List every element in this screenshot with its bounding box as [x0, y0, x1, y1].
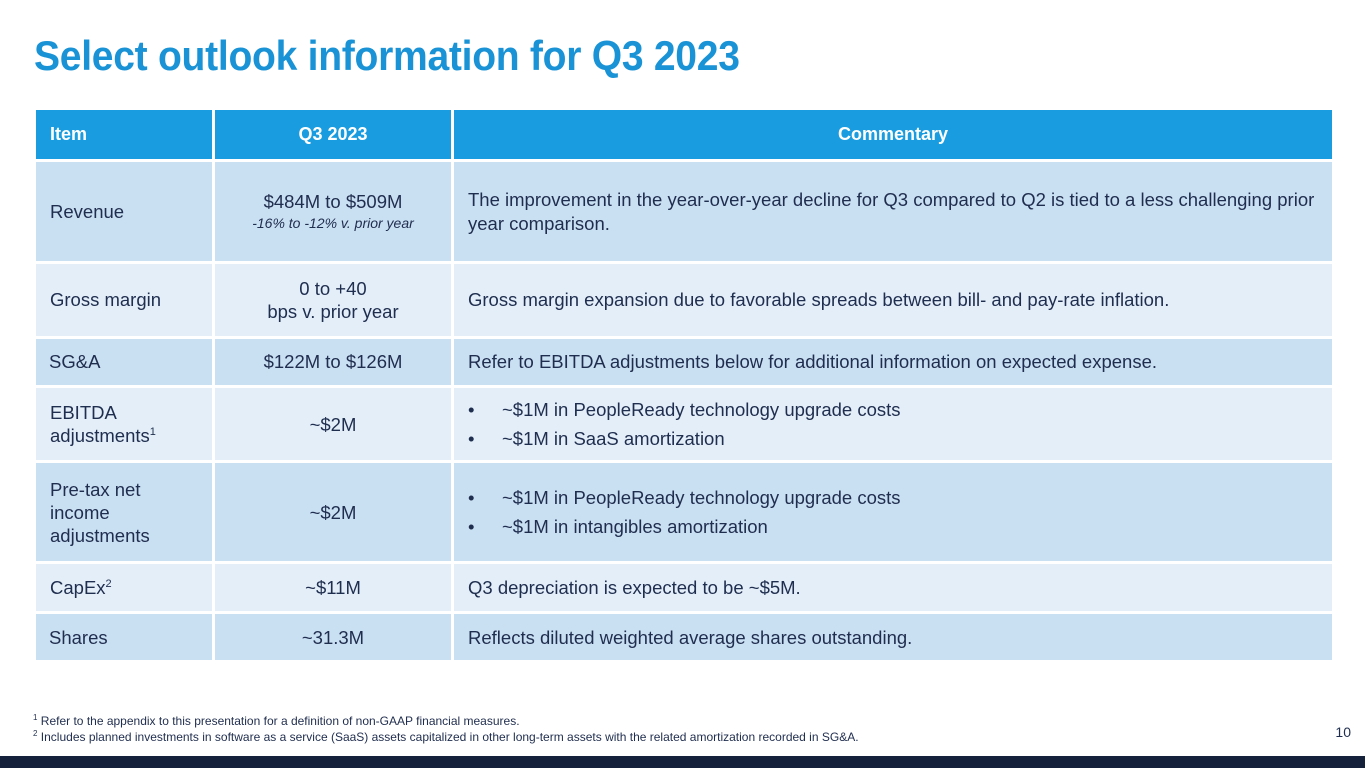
footnote-1: 1 Refer to the appendix to this presenta…	[33, 714, 859, 730]
table-row-shares: Shares ~31.3M Reflects diluted weighted …	[33, 611, 1335, 664]
item-cell: EBITDA adjustments1	[33, 384, 215, 464]
item-cell: Revenue	[33, 159, 215, 264]
bullet-list: ~$1M in PeopleReady technology upgrade c…	[468, 398, 1318, 450]
table-row-gross-margin: Gross margin 0 to +40 bps v. prior year …	[33, 261, 1335, 339]
footnote-marker: 1	[149, 425, 156, 438]
commentary-cell: The improvement in the year-over-year de…	[451, 159, 1335, 264]
item-line-2: adjustments	[50, 425, 150, 447]
commentary-cell: ~$1M in PeopleReady technology upgrade c…	[451, 384, 1335, 464]
value-cell: ~$11M	[212, 561, 454, 615]
item-cell: CapEx2	[33, 561, 215, 615]
bullet-list: ~$1M in PeopleReady technology upgrade c…	[468, 486, 1318, 538]
footnote-text: Includes planned investments in software…	[40, 729, 859, 744]
bullet-item: ~$1M in PeopleReady technology upgrade c…	[468, 398, 1318, 421]
table-header-row: Item Q3 2023 Commentary	[33, 107, 1335, 162]
value-line-1: 0 to +40	[299, 277, 367, 299]
value-sub: -16% to -12% v. prior year	[252, 215, 414, 232]
bullet-item: ~$1M in PeopleReady technology upgrade c…	[468, 486, 1318, 509]
commentary-cell: ~$1M in PeopleReady technology upgrade c…	[451, 460, 1335, 565]
value-main: $484M to $509M	[263, 191, 403, 213]
footnote-marker: 2	[105, 578, 112, 591]
footnotes: 1 Refer to the appendix to this presenta…	[33, 714, 859, 745]
footnote-2: 2 Includes planned investments in softwa…	[33, 728, 859, 746]
column-header-commentary: Commentary	[451, 107, 1335, 162]
value-cell: ~$2M	[212, 460, 454, 565]
footnote-mark: 2	[33, 728, 38, 738]
value-cell: ~31.3M	[212, 611, 454, 664]
table-row-ebitda-adjustments: EBITDA adjustments1 ~$2M ~$1M in PeopleR…	[33, 384, 1335, 464]
column-header-item: Item	[33, 107, 215, 162]
page-number: 10	[1335, 724, 1351, 740]
item-cell: Shares	[33, 611, 215, 664]
bullet-item: ~$1M in SaaS amortization	[468, 427, 1318, 450]
item-label: CapEx	[50, 577, 106, 599]
commentary-cell: Refer to EBITDA adjustments below for ad…	[451, 336, 1335, 388]
table-row-revenue: Revenue $484M to $509M -16% to -12% v. p…	[33, 159, 1335, 264]
outlook-table: Item Q3 2023 Commentary Revenue $484M to…	[33, 107, 1335, 664]
page-title: Select outlook information for Q3 2023	[34, 32, 740, 79]
bottom-bar	[0, 756, 1365, 768]
footnote-text: Refer to the appendix to this presentati…	[40, 714, 520, 728]
item-cell: SG&A	[33, 336, 215, 388]
item-line-1: Pre-tax net	[50, 478, 141, 500]
item-line-2: income	[50, 501, 110, 523]
footnote-mark: 1	[33, 713, 38, 722]
commentary-cell: Gross margin expansion due to favorable …	[451, 261, 1335, 339]
item-cell: Pre-tax net income adjustments	[33, 460, 215, 565]
bullet-item: ~$1M in intangibles amortization	[468, 515, 1318, 538]
value-cell: $122M to $126M	[212, 336, 454, 388]
item-cell: Gross margin	[33, 261, 215, 339]
table-row-capex: CapEx2 ~$11M Q3 depreciation is expected…	[33, 561, 1335, 615]
value-cell: 0 to +40 bps v. prior year	[212, 261, 454, 339]
table-row-pre-tax-net-income-adjustments: Pre-tax net income adjustments ~$2M ~$1M…	[33, 460, 1335, 565]
commentary-cell: Reflects diluted weighted average shares…	[451, 611, 1335, 664]
value-line-2: bps v. prior year	[267, 301, 399, 322]
item-line-3: adjustments	[50, 524, 150, 546]
column-header-q3-2023: Q3 2023	[212, 107, 454, 162]
value-cell: ~$2M	[212, 384, 454, 464]
value-cell: $484M to $509M -16% to -12% v. prior yea…	[212, 159, 454, 264]
item-line-1: EBITDA	[50, 402, 117, 423]
commentary-cell: Q3 depreciation is expected to be ~$5M.	[451, 561, 1335, 615]
table-row-sga: SG&A $122M to $126M Refer to EBITDA adju…	[33, 336, 1335, 388]
